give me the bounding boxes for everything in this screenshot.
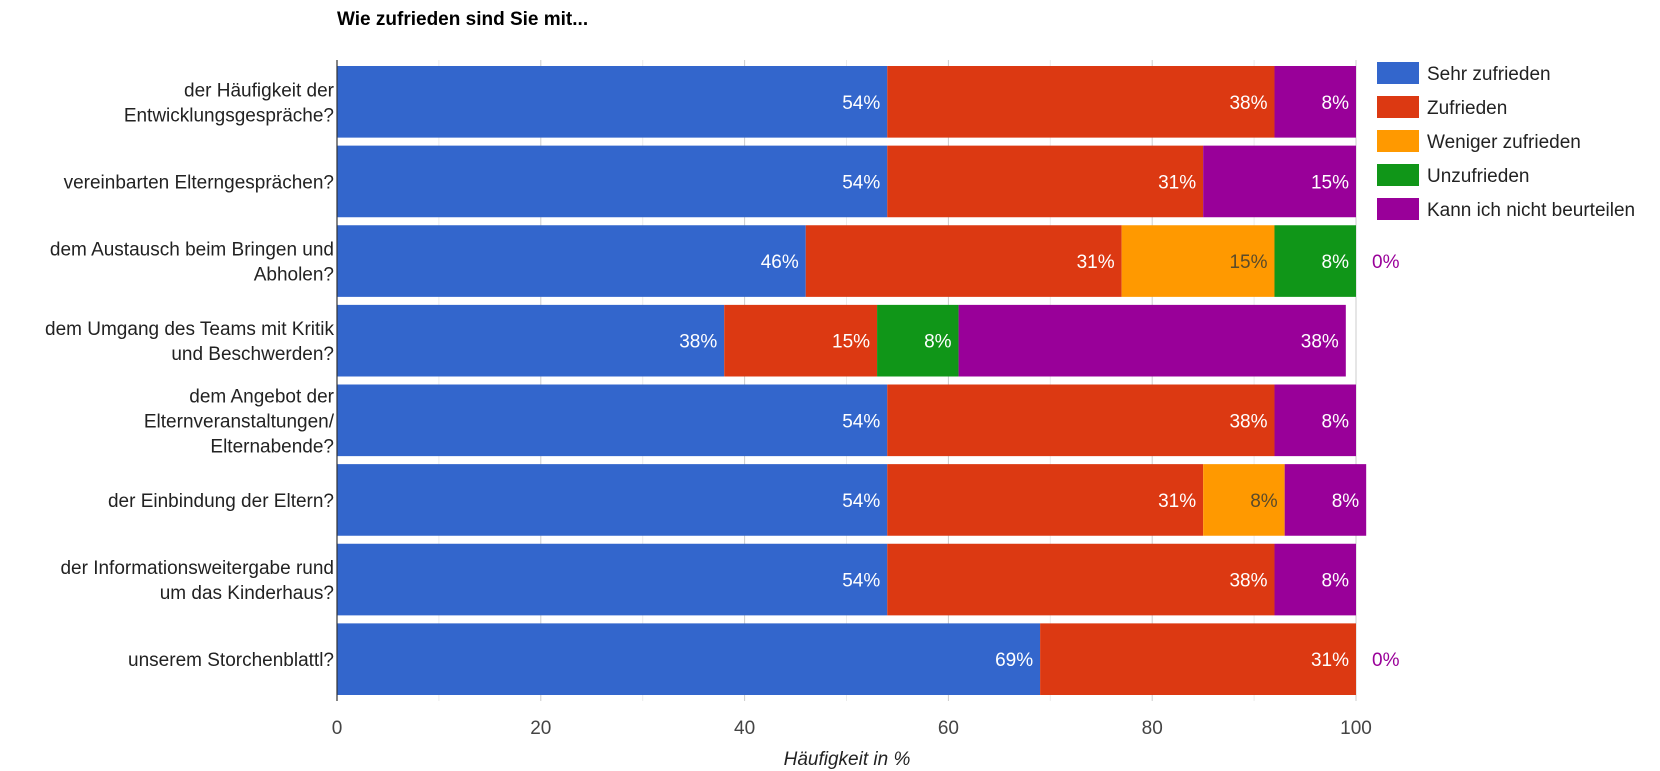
category-label: dem Angebot der [189,386,334,407]
category-label: um das Kinderhaus? [160,583,334,604]
bar-value-label: 15% [1229,252,1267,273]
bar-segment [1040,623,1356,695]
bar-segment [337,145,888,218]
legend-item: Weniger zufrieden [1377,130,1581,153]
bar-segment [887,66,1275,138]
bar-segment [887,384,1275,457]
legend-label: Unzufrieden [1427,166,1529,187]
bar-value-label: 38% [1229,93,1267,114]
bar-segment [337,384,888,457]
bar-value-label: 8% [1322,571,1350,592]
legend-swatch [1377,62,1419,84]
bar-value-label: 8% [924,332,952,353]
legend-swatch [1377,130,1419,152]
outside-value-label: 0% [1372,252,1400,273]
bar-value-label: 38% [1229,411,1267,432]
x-axis: 0 20 40 60 80 100 [332,60,1372,739]
bar-value-label: 8% [1322,252,1350,273]
bar-segment [1121,225,1275,297]
bar-segment [337,464,888,536]
bar-value-label: 8% [1250,491,1278,512]
category-label: Elternveranstaltungen/ [144,411,335,432]
bar-segment [887,464,1204,536]
category-label: dem Umgang des Teams mit Kritik [45,319,334,340]
bar-segment [1284,464,1367,536]
legend-swatch [1377,96,1419,118]
bar-segment [1274,225,1356,297]
bar-segment [1274,66,1356,138]
legend-item: Unzufrieden [1377,164,1529,187]
bar-segment [337,623,1041,695]
bar-segment [887,543,1275,616]
legend-item: Sehr zufrieden [1377,62,1551,85]
category-label: Elternabende? [210,436,334,457]
category-label: der Häufigkeit der [184,80,335,101]
bars [337,66,1367,695]
category-label: vereinbarten Elterngesprächen? [64,172,334,193]
x-tick-label: 40 [734,718,755,739]
bar-value-label: 54% [842,93,880,114]
category-labels: der Häufigkeit der Entwicklungsgespräche?… [45,80,335,671]
x-tick-label: 100 [1340,718,1372,739]
bar-value-label: 46% [761,252,799,273]
bar-segment [877,304,959,377]
bar-value-label: 8% [1332,491,1360,512]
bar-segment [805,225,1122,297]
bar-segment [337,66,888,138]
category-label: der Informationsweitergabe rund [60,558,334,579]
legend-swatch [1377,164,1419,186]
bar-value-label: 31% [1311,650,1349,671]
bar-value-label: 54% [842,172,880,193]
x-axis-title: Häufigkeit in % [784,749,911,770]
bar-segment [724,304,878,377]
legend: Sehr zufrieden Zufrieden Weniger zufrieden… [1377,62,1635,221]
bar-value-label: 8% [1322,93,1350,114]
bar-segment [337,225,806,297]
bar-value-label: 31% [1158,491,1196,512]
bar-value-label: 15% [1311,172,1349,193]
bar-value-label: 69% [995,650,1033,671]
bar-value-label: 38% [1301,332,1339,353]
legend-label: Sehr zufrieden [1427,64,1551,85]
x-tick-label: 0 [332,718,343,739]
bar-segment [1274,384,1356,457]
category-label: unserem Storchenblattl? [128,650,334,671]
chart-title: Wie zufrieden sind Sie mit... [337,9,588,30]
bar-value-label: 54% [842,411,880,432]
category-label: Abholen? [254,265,334,286]
bar-segment [337,543,888,616]
bar-segment [1203,145,1356,218]
bar-segment [887,145,1204,218]
bar-value-label: 54% [842,571,880,592]
bar-value-label: 54% [842,491,880,512]
category-label: dem Austausch beim Bringen und [50,240,334,261]
category-label: und Beschwerden? [171,344,334,365]
bar-value-label: 31% [1077,252,1115,273]
legend-label: Zufrieden [1427,98,1507,119]
legend-label: Weniger zufrieden [1427,132,1581,153]
bar-value-label: 15% [832,332,870,353]
bar-value-label: 8% [1322,411,1350,432]
bar-segment [1203,464,1285,536]
bar-segment [1274,543,1356,616]
x-tick-label: 60 [938,718,959,739]
legend-item: Kann ich nicht beurteilen [1377,198,1635,221]
bar-value-label: 38% [679,332,717,353]
bar-value-labels: 54% 38% 8% 54% 31% 15% 46% 31% 15% 8% 38% 15% 8% 38% 5… [679,93,1399,671]
category-label: der Einbindung der Eltern? [108,491,334,512]
category-label: Entwicklungsgespräche? [124,105,334,126]
bar-segment [337,304,725,377]
outside-value-label: 0% [1372,650,1400,671]
bar-value-label: 38% [1229,571,1267,592]
legend-item: Zufrieden [1377,96,1507,119]
legend-label: Kann ich nicht beurteilen [1427,200,1635,221]
x-tick-label: 20 [530,718,551,739]
bar-value-label: 31% [1158,172,1196,193]
bar-segment [958,304,1346,377]
legend-swatch [1377,198,1419,220]
x-tick-label: 80 [1142,718,1163,739]
